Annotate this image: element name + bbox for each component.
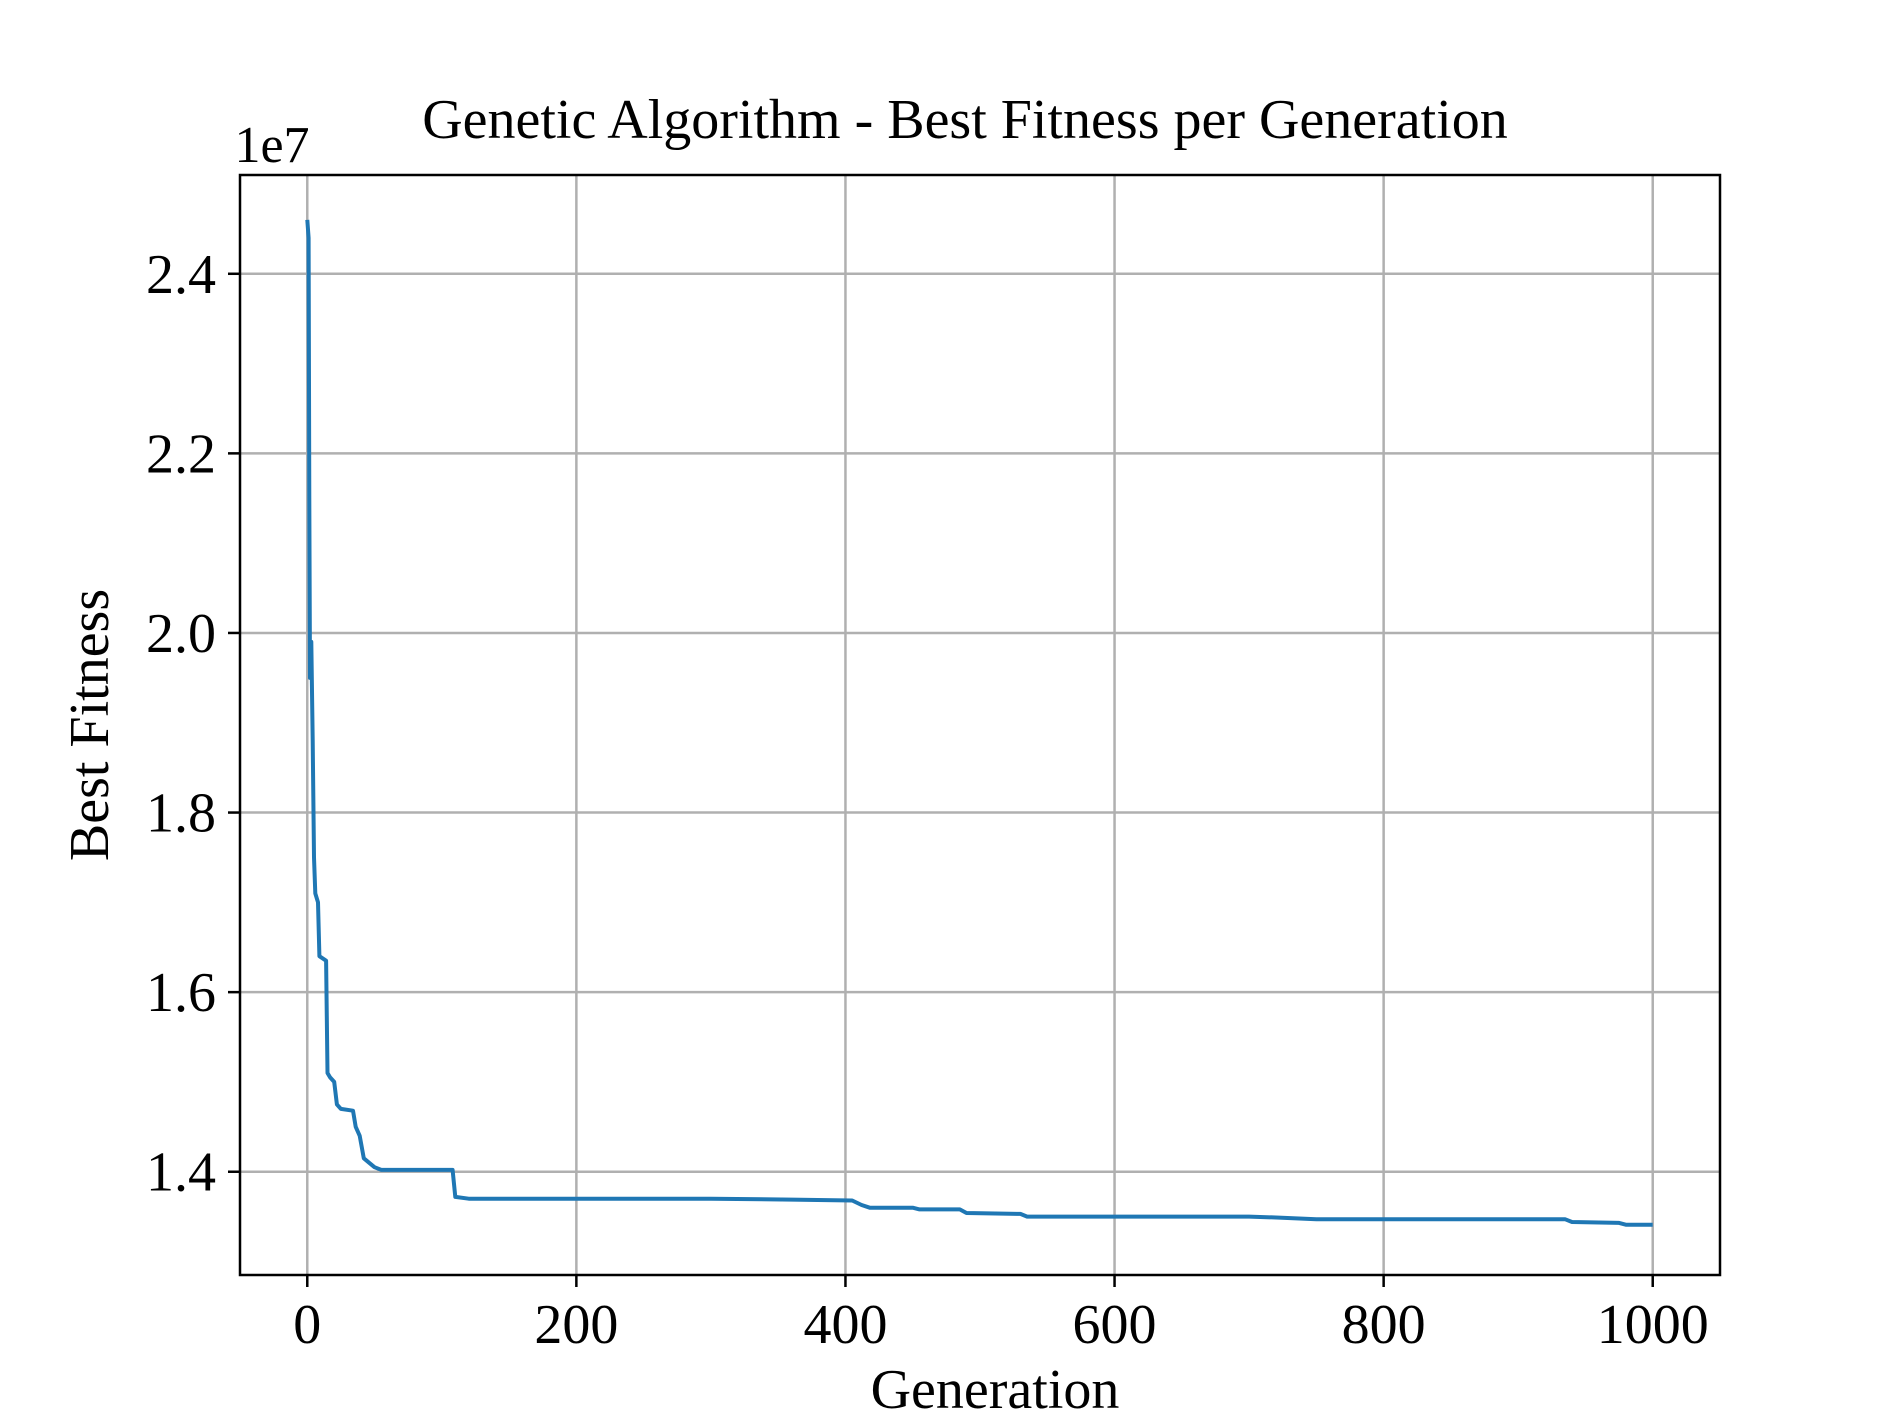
x-axis-ticks: 0 200 400 600 800 1000 <box>293 1275 1709 1356</box>
y-gridlines <box>240 272 1720 1173</box>
series-line-best-fitness <box>305 219 1653 1227</box>
y-tick-label: 1.6 <box>146 962 216 1024</box>
y-tick-label: 2.4 <box>146 244 216 306</box>
series-layer <box>305 219 1653 1227</box>
x-tick-label: 800 <box>1342 1294 1426 1356</box>
chart-title: Genetic Algorithm - Best Fitness per Gen… <box>422 89 1508 151</box>
x-tick-label: 0 <box>293 1294 321 1356</box>
y-tick-label: 2.2 <box>146 423 216 485</box>
y-offset-label: 1e7 <box>234 117 309 174</box>
x-tick-label: 600 <box>1073 1294 1157 1356</box>
x-axis-label: Generation <box>871 1359 1120 1416</box>
y-tick-label: 2.0 <box>146 603 216 665</box>
plot-area <box>240 175 1720 1275</box>
axes-frame <box>238 173 1722 1277</box>
x-tick-label: 1000 <box>1597 1294 1709 1356</box>
x-tick-label: 200 <box>534 1294 618 1356</box>
y-tick-label: 1.8 <box>146 783 216 845</box>
y-axis-ticks: 1.4 1.6 1.8 2.0 2.2 2.4 <box>146 244 240 1204</box>
x-tick-label: 400 <box>803 1294 887 1356</box>
y-axis-label: Best Fitness <box>59 589 121 861</box>
y-tick-label: 1.4 <box>146 1142 216 1204</box>
